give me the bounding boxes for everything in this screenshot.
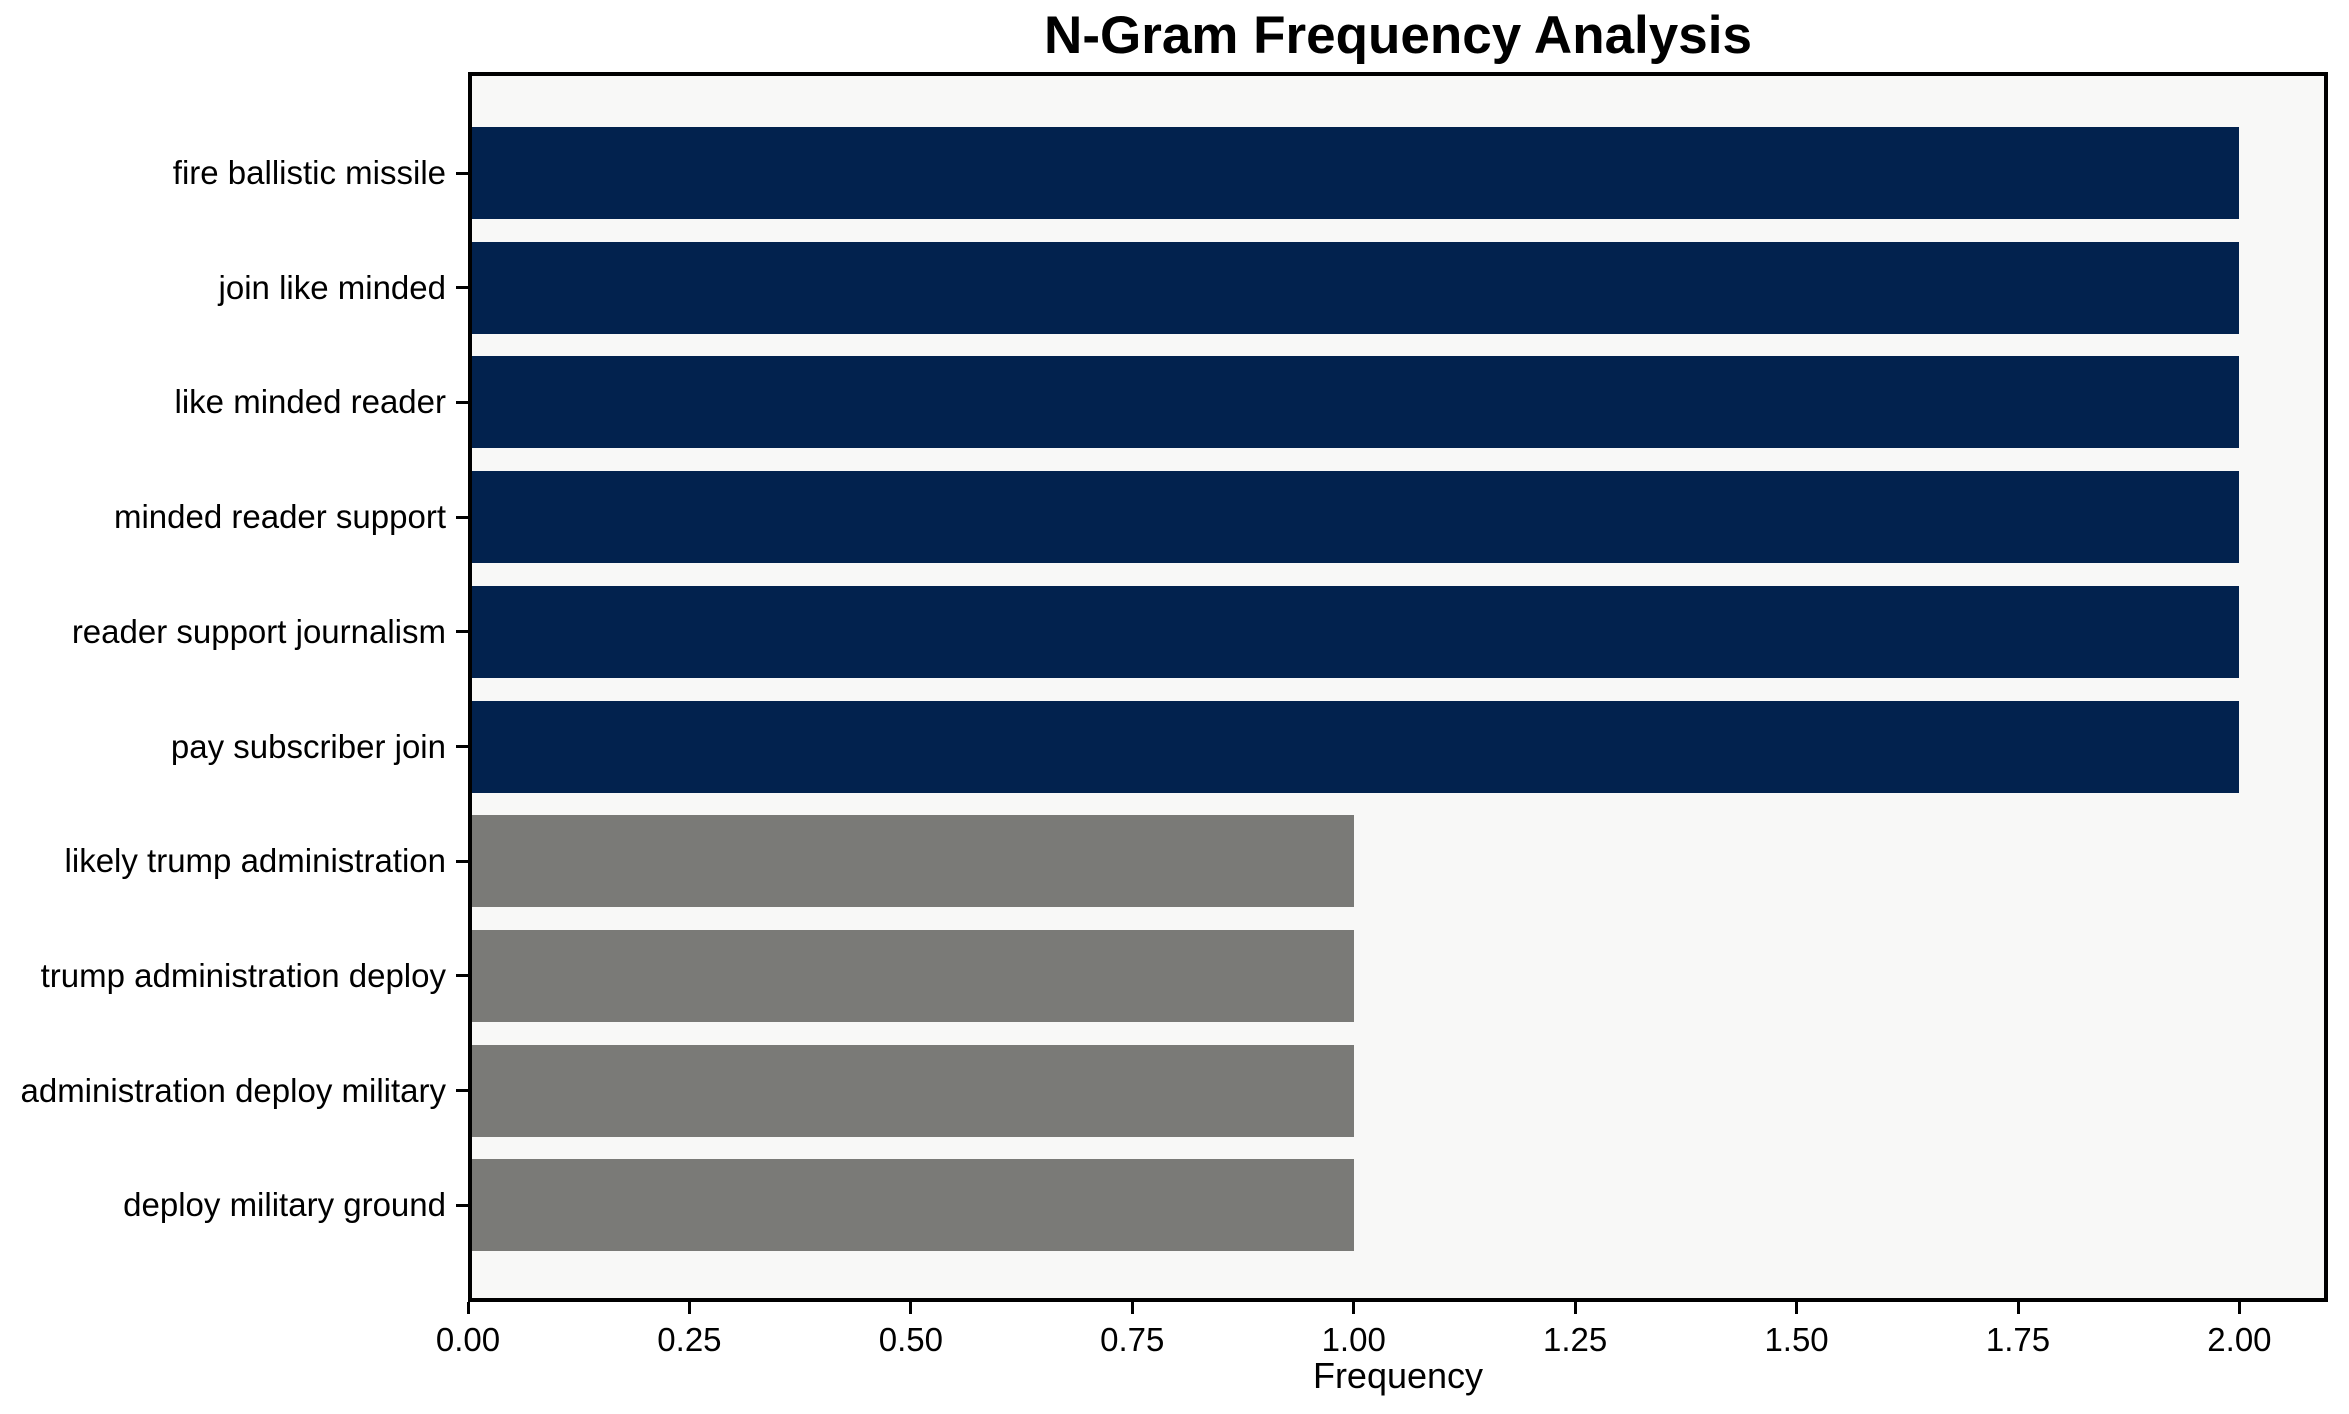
bar — [468, 929, 1354, 1022]
x-tick-mark — [1130, 1302, 1134, 1314]
y-tick-label: likely trump administration — [64, 842, 446, 880]
x-tick-label: 0.75 — [1100, 1321, 1165, 1358]
x-tick-mark — [1795, 1302, 1799, 1314]
x-tick-mark — [2237, 1302, 2241, 1314]
x-tick-label: 0.50 — [878, 1321, 943, 1358]
y-tick-mark — [456, 745, 468, 748]
y-tick-mark — [456, 974, 468, 978]
y-tick-label: administration deploy military — [20, 1071, 446, 1109]
y-tick-mark — [456, 1203, 468, 1207]
x-tick-label: 1.25 — [1543, 1321, 1608, 1358]
plot-area — [468, 72, 2328, 1302]
x-axis-title: Frequency — [1312, 1355, 1484, 1396]
bar — [468, 700, 2240, 793]
chart-title: N-Gram Frequency Analysis — [1044, 6, 1752, 65]
y-tick-label: fire ballistic missile — [172, 154, 446, 191]
x-tick-label: 0.25 — [657, 1321, 722, 1358]
x-tick-label: 1.00 — [1321, 1321, 1386, 1358]
y-tick-mark — [456, 630, 468, 634]
y-tick-label: reader support journalism — [71, 612, 446, 650]
bar — [468, 241, 2240, 334]
x-tick-mark — [466, 1302, 470, 1314]
x-tick-mark — [1573, 1302, 1577, 1314]
x-tick-label: 1.50 — [1764, 1321, 1829, 1358]
x-tick-label: 1.75 — [1985, 1321, 2051, 1358]
x-tick-mark — [2016, 1302, 2020, 1314]
y-tick-label: join like minded — [218, 268, 446, 306]
bar — [468, 127, 2240, 219]
bar — [468, 356, 2240, 449]
y-tick-mark — [456, 171, 468, 175]
bar — [468, 471, 2240, 564]
bar — [468, 815, 1354, 908]
y-tick-mark — [456, 515, 468, 519]
bar — [468, 1159, 1354, 1252]
y-tick-mark — [456, 400, 468, 404]
y-tick-label: trump administration deploy — [40, 956, 446, 994]
x-tick-label: 2.00 — [2207, 1321, 2272, 1358]
x-tick-mark — [1352, 1302, 1356, 1314]
y-tick-label: minded reader support — [113, 498, 446, 536]
x-tick-mark — [909, 1302, 913, 1314]
x-tick-label: 0.00 — [435, 1321, 501, 1358]
y-tick-mark — [456, 1089, 468, 1093]
x-tick-mark — [687, 1302, 691, 1314]
y-tick-label: deploy military ground — [123, 1186, 446, 1224]
y-tick-mark — [456, 859, 468, 863]
bar — [468, 585, 2240, 678]
bar — [468, 1044, 1354, 1137]
y-tick-label: pay subscriber join — [170, 727, 446, 765]
y-tick-label: like minded reader — [174, 383, 446, 421]
y-tick-mark — [456, 286, 468, 290]
